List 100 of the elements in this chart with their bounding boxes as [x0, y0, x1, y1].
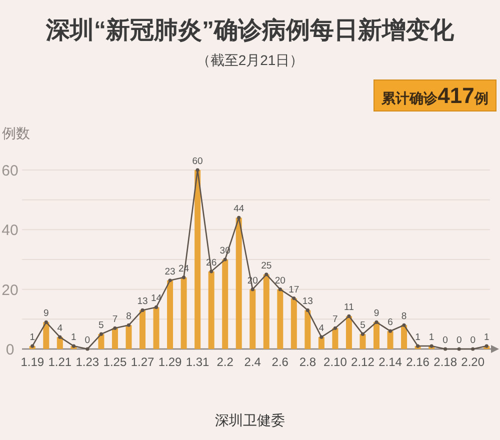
x-tick-label: 2.20 [461, 355, 485, 369]
point [58, 335, 62, 339]
x-tick-label: 2.6 [272, 355, 289, 369]
y-tick-label: 40 [2, 222, 18, 240]
data-label: 8 [126, 311, 132, 322]
point [278, 288, 282, 292]
point [457, 347, 461, 351]
bar [263, 274, 270, 349]
bar [290, 298, 297, 349]
bar [346, 316, 352, 349]
data-label: 7 [112, 314, 118, 326]
data-label: 60 [192, 156, 203, 167]
x-tick-label: 1.31 [186, 355, 210, 369]
data-label: 5 [98, 320, 104, 332]
bar [180, 277, 187, 349]
x-tick-label: 1.29 [158, 355, 182, 369]
point [99, 332, 104, 336]
point [182, 276, 186, 280]
text: 深圳卫健委 [215, 412, 285, 428]
bar [98, 334, 104, 349]
point [250, 288, 254, 292]
x-tick-label: 2.8 [299, 355, 316, 369]
point [333, 326, 338, 330]
data-label: 17 [288, 284, 300, 296]
data-label: 1 [484, 332, 490, 344]
data-label: 0 [470, 335, 476, 346]
y-tick-label: 20 [2, 282, 18, 299]
point [347, 314, 351, 318]
data-label: 1 [30, 332, 36, 344]
x-tick-label: 1.27 [130, 355, 154, 369]
point [168, 278, 172, 282]
point [196, 168, 200, 172]
point [210, 270, 214, 274]
bar [401, 325, 408, 349]
data-label: 8 [401, 311, 407, 322]
bar [194, 170, 201, 349]
point [44, 320, 48, 324]
data-label: 13 [137, 296, 148, 308]
x-tick-label: 2.10 [324, 355, 348, 369]
bar [153, 307, 160, 349]
data-label: 5 [360, 320, 366, 332]
x-tick-label: 2.14 [378, 355, 402, 369]
data-label: 4 [318, 323, 324, 334]
bar [374, 322, 380, 349]
x-tick-label: 2.2 [216, 355, 234, 369]
bar [236, 218, 242, 349]
bar [208, 271, 214, 349]
data-label: 13 [302, 296, 313, 308]
data-label: 11 [344, 302, 354, 314]
point [140, 308, 144, 312]
point [320, 335, 324, 339]
point [86, 347, 90, 351]
data-label: 1 [71, 332, 76, 344]
data-label: 7 [332, 314, 338, 326]
text: 累计确诊417例 [380, 83, 488, 108]
bar [126, 325, 132, 349]
bar [250, 289, 256, 349]
x-tick-label: 2.12 [351, 355, 375, 369]
data-label: 1 [415, 332, 420, 344]
point [388, 329, 392, 333]
data-label: 9 [374, 308, 380, 320]
bar [43, 322, 50, 349]
x-tick-label: 2.16 [406, 355, 430, 369]
point [471, 347, 475, 351]
chart-subtitle: （截至2月21日） [196, 52, 304, 68]
data-label: 23 [164, 266, 176, 278]
point [292, 296, 296, 300]
point [444, 347, 448, 351]
data-label: 44 [234, 204, 244, 215]
bar [360, 334, 366, 349]
point [154, 305, 158, 310]
point [223, 258, 227, 262]
data-label: 0 [84, 335, 90, 346]
x-tick-label: 2.4 [244, 355, 262, 369]
bar [222, 260, 228, 349]
x-tick-label: 2.18 [434, 355, 458, 369]
x-tick-label: 1.19 [20, 355, 44, 369]
x-tick-label: 1.21 [48, 355, 72, 369]
point [264, 272, 268, 276]
x-tick-label: 1.23 [76, 355, 100, 369]
data-label: 20 [274, 275, 286, 286]
bar [332, 328, 338, 349]
point [306, 308, 310, 312]
data-label: 1 [428, 332, 434, 344]
y-tick-label: 60 [2, 162, 18, 180]
y-axis-title: 例数 [2, 125, 30, 141]
data-label: 9 [44, 308, 49, 320]
y-tick-label: 0 [6, 342, 14, 358]
bar [277, 289, 284, 349]
data-label: 0 [442, 335, 448, 346]
data-label: 0 [456, 335, 462, 346]
point [126, 323, 131, 327]
point [113, 326, 117, 330]
point [374, 320, 378, 324]
bar [304, 310, 311, 349]
data-label: 4 [57, 323, 63, 334]
bar [140, 310, 146, 349]
data-label: 25 [261, 260, 272, 272]
point [360, 332, 365, 336]
point [402, 323, 406, 327]
